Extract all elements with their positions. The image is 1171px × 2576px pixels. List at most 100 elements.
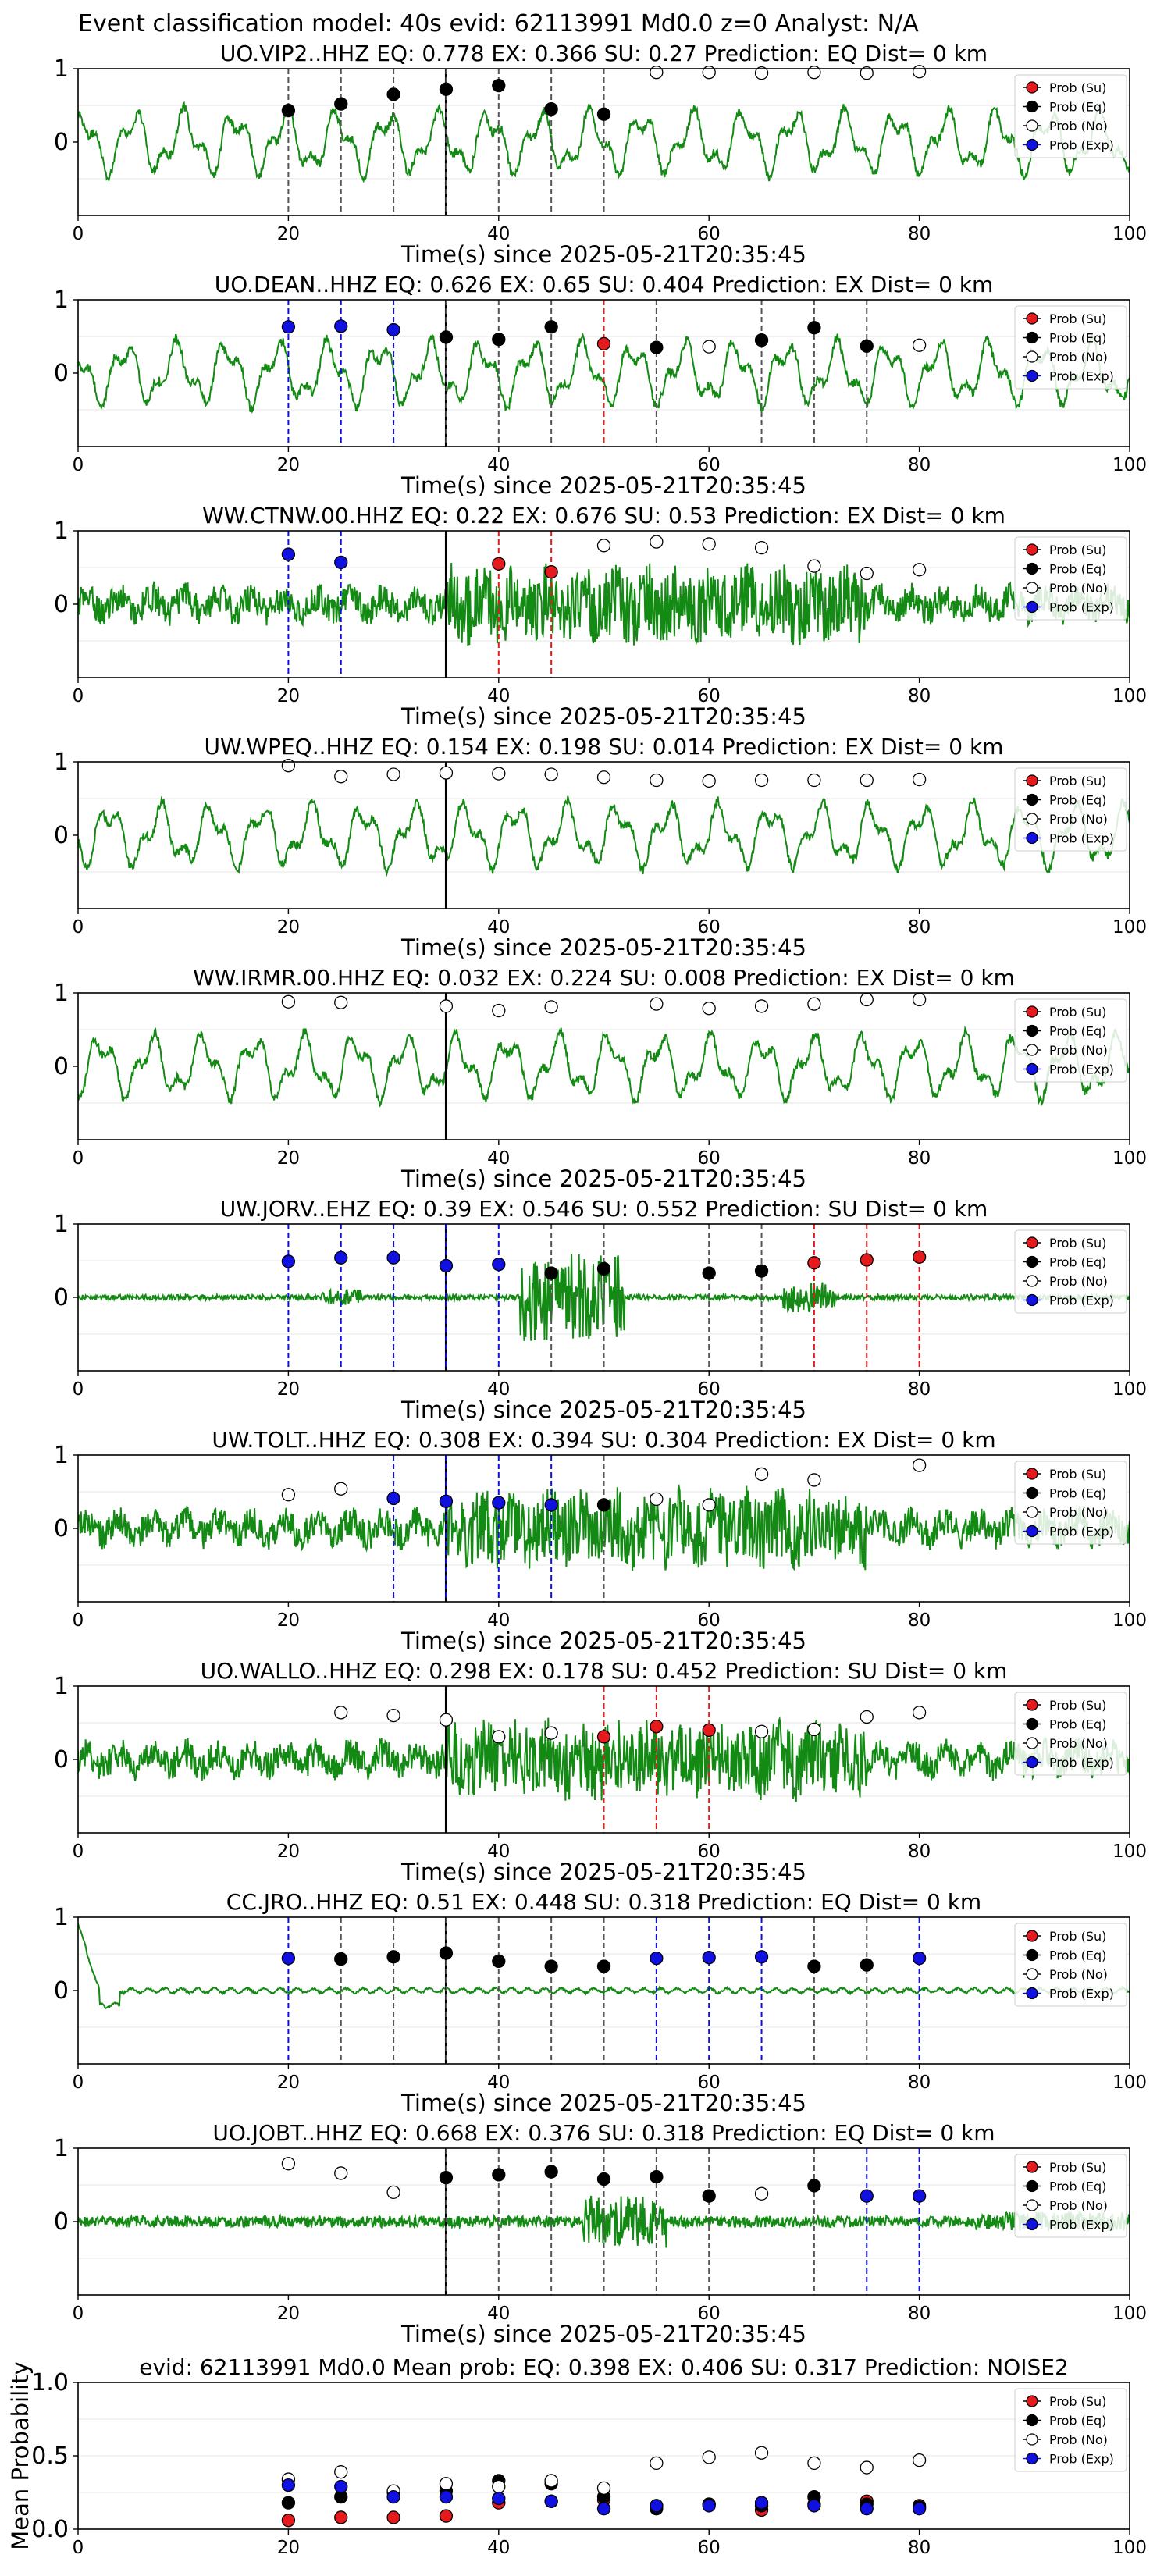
y-tick-label: 1.0 [31, 2369, 69, 2396]
x-tick-label: 80 [908, 686, 931, 706]
legend-marker-no [1026, 2199, 1038, 2211]
legend-label: Prob (Exp) [1049, 1987, 1114, 2001]
legend: Prob (Su) Prob (Eq) Prob (No) Prob (Exp) [1014, 1461, 1127, 1545]
prob-point-exp [281, 547, 296, 561]
y-tick-label: 1 [54, 2135, 69, 2162]
prob-point-exp [281, 2478, 296, 2492]
prob-point-eq [596, 1261, 611, 1276]
prob-point-exp [754, 1950, 769, 1964]
legend-label: Prob (Exp) [1049, 2452, 1114, 2467]
prob-point-eq [439, 82, 454, 96]
x-tick-label: 0 [73, 686, 84, 706]
prob-point-no [807, 773, 821, 788]
plot-area [78, 993, 1130, 1140]
prob-point-no [439, 1713, 454, 1727]
prob-point-no [807, 559, 821, 573]
prob-point-eq [807, 1959, 821, 1973]
legend-label: Prob (No) [1049, 1274, 1108, 1289]
waveform-trace [78, 1254, 1130, 1341]
prob-point-no [860, 66, 874, 80]
prob-point-eq [544, 102, 558, 116]
prob-point-exp [912, 2502, 927, 2516]
prob-point-exp [492, 1496, 506, 1510]
legend: Prob (Su) Prob (Eq) Prob (No) Prob (Exp) [1014, 1229, 1127, 1314]
legend-marker-no [1026, 813, 1038, 825]
legend-label: Prob (Eq) [1049, 1486, 1106, 1501]
legend-marker-exp [1026, 1525, 1038, 1538]
prob-point-no [439, 2477, 454, 2491]
prob-point-eq [492, 2168, 506, 2182]
prob-point-no [492, 1003, 506, 1018]
waveform-trace [78, 2195, 1130, 2248]
x-tick-label: 80 [908, 1610, 931, 1631]
prob-point-no [860, 566, 874, 581]
legend-marker-eq [1026, 2414, 1038, 2427]
waveform-trace [78, 1716, 1130, 1802]
y-tick-label: 1 [54, 1673, 69, 1700]
panel-title: evid: 62113991 Md0.0 Mean prob: EQ: 0.39… [139, 2354, 1069, 2380]
legend-marker-exp [1026, 369, 1038, 382]
legend-label: Prob (No) [1049, 1505, 1108, 1520]
x-tick-label: 100 [1112, 2304, 1147, 2324]
station-panel: UO.WALLO..HHZ EQ: 0.298 EX: 0.178 SU: 0.… [54, 1658, 1147, 1885]
prob-point-exp [281, 1951, 296, 1966]
prob-point-eq [281, 103, 296, 118]
legend-marker-no [1026, 350, 1038, 363]
legend: Prob (Su) Prob (Eq) Prob (No) Prob (Exp) [1014, 536, 1127, 621]
prob-point-no [650, 1492, 664, 1507]
prob-point-no [650, 773, 664, 788]
prob-point-no [334, 2465, 348, 2479]
panel-title: UW.WPEQ..HHZ EQ: 0.154 EX: 0.198 SU: 0.0… [205, 734, 1004, 760]
y-tick-label: 0.0 [31, 2516, 69, 2543]
x-tick-label: 40 [487, 1148, 510, 1169]
x-axis-label: Time(s) since 2025-05-21T20:35:45 [400, 472, 806, 499]
prob-point-no [334, 2166, 348, 2180]
prob-point-exp [439, 1258, 454, 1273]
legend: Prob (Su) Prob (Eq) Prob (No) Prob (Exp) [1014, 1923, 1127, 2007]
prob-point-exp [281, 320, 296, 334]
legend-label: Prob (Eq) [1049, 1024, 1106, 1039]
plot-area [78, 762, 1130, 909]
prob-point-no [544, 1726, 558, 1740]
legend-label: Prob (No) [1049, 581, 1108, 596]
x-tick-label: 20 [277, 455, 300, 475]
x-axis-label: Time(s) since 2025-05-21T20:35:45 [400, 241, 806, 268]
prob-point-no [334, 995, 348, 1009]
prob-point-exp [386, 322, 400, 337]
y-tick-label: 1 [54, 286, 69, 314]
prob-point-eq [650, 340, 664, 354]
panel-title: UO.JOBT..HHZ EQ: 0.668 EX: 0.376 SU: 0.3… [212, 2120, 995, 2146]
y-tick-label: 1 [54, 1904, 69, 1931]
legend-marker-exp [1026, 2218, 1038, 2231]
axes-frame [77, 992, 1130, 1140]
prob-point-su [650, 1720, 664, 1734]
panel-title: UO.VIP2..HHZ EQ: 0.778 EX: 0.366 SU: 0.2… [220, 41, 988, 66]
prob-point-eq [492, 1954, 506, 1969]
prob-point-exp [386, 2489, 400, 2504]
x-tick-label: 100 [1112, 2073, 1147, 2093]
prob-point-eq [544, 1959, 558, 1973]
prob-point-exp [439, 1494, 454, 1508]
prob-point-no [386, 767, 400, 781]
y-tick-label: 0 [54, 2208, 69, 2236]
waveform-trace [78, 795, 1130, 877]
prob-point-no [912, 1706, 927, 1720]
x-tick-label: 60 [698, 686, 721, 706]
x-tick-label: 20 [277, 2538, 300, 2558]
prob-point-no [334, 770, 348, 784]
x-tick-label: 20 [277, 224, 300, 244]
y-tick-label: 1 [54, 518, 69, 545]
legend-label: Prob (Exp) [1049, 1062, 1114, 1077]
prob-point-su [702, 1723, 716, 1738]
prob-point-exp [912, 1951, 927, 1966]
prob-point-eq [544, 1266, 558, 1280]
legend-label: Prob (Exp) [1049, 831, 1114, 846]
legend-label: Prob (Su) [1049, 2394, 1106, 2409]
panel-title: UW.JORV..EHZ EQ: 0.39 EX: 0.546 SU: 0.55… [220, 1196, 988, 1222]
prob-point-exp [492, 2491, 506, 2506]
y-tick-label: 0 [54, 1746, 69, 1774]
legend-marker-no [1026, 1275, 1038, 1287]
prob-point-no [596, 2481, 611, 2496]
prob-point-eq [544, 2165, 558, 2179]
